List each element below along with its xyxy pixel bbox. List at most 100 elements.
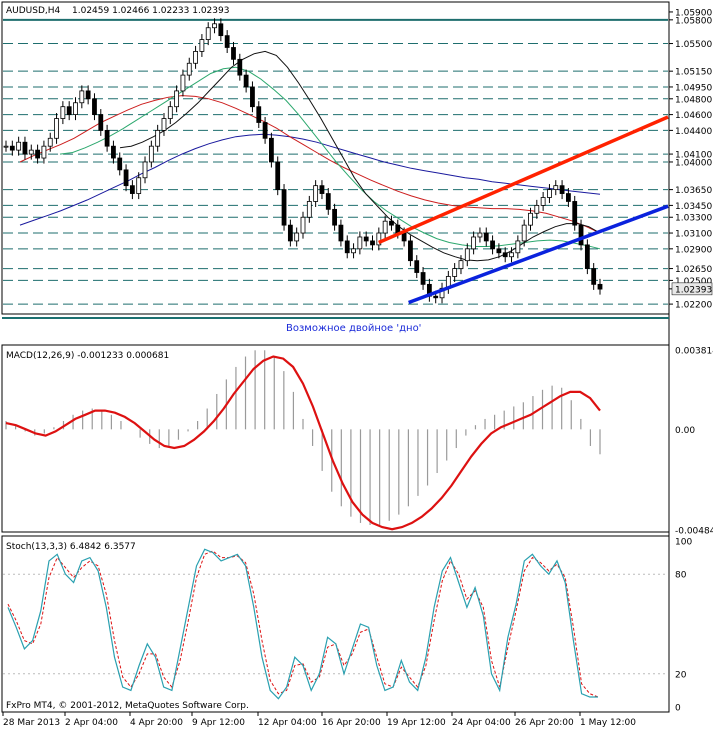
bar-body-35 bbox=[224, 35, 230, 48]
bar-body-43 bbox=[275, 161, 281, 191]
bar-body-2 bbox=[16, 141, 22, 151]
trendlines bbox=[378, 115, 669, 305]
bar-body-32 bbox=[205, 27, 211, 40]
bar-body-60 bbox=[382, 220, 388, 234]
bar-body-49 bbox=[313, 185, 319, 202]
price-label-13: 1.03100 bbox=[675, 230, 712, 240]
trendline-lower bbox=[408, 204, 669, 305]
bar-body-25 bbox=[161, 118, 167, 131]
bar-body-27 bbox=[174, 90, 180, 108]
bar-body-15 bbox=[98, 114, 104, 131]
bar-body-24 bbox=[155, 129, 161, 147]
ma-long-blue bbox=[19, 133, 601, 226]
price-label-12: 1.03300 bbox=[675, 214, 712, 224]
bar-body-66 bbox=[420, 272, 426, 285]
stoch-axis-label-2: 20 bbox=[675, 670, 687, 680]
bar-body-40 bbox=[256, 106, 262, 123]
bar-body-81 bbox=[515, 240, 521, 254]
macd-indicator: 0.003814 0.00 -0.00484 bbox=[5, 347, 713, 537]
stoch-panel-frame bbox=[1, 535, 670, 713]
trendline-upper bbox=[378, 115, 669, 245]
price-label-10: 1.03650 bbox=[675, 186, 712, 196]
bar-body-28 bbox=[180, 74, 186, 92]
price-label-2: 1.05500 bbox=[675, 40, 712, 50]
ohlc-header: 1.02459 1.02466 1.02233 1.02393 bbox=[72, 6, 229, 16]
bar-body-63 bbox=[401, 232, 407, 242]
bar-body-17 bbox=[111, 145, 116, 159]
macd-axis-label-1: 0.00 bbox=[675, 426, 695, 436]
bar-body-82 bbox=[521, 224, 527, 242]
time-label-0: 28 Mar 2013 bbox=[3, 718, 60, 728]
time-label-2: 4 Apr 20:00 bbox=[130, 718, 183, 728]
bar-body-45 bbox=[287, 224, 293, 242]
price-label-3: 1.05150 bbox=[675, 68, 712, 78]
bar-body-39 bbox=[250, 86, 255, 108]
price-label-17: 1.02393 bbox=[675, 285, 712, 295]
bar-body-65 bbox=[414, 260, 420, 273]
time-label-1: 2 Apr 04:00 bbox=[65, 718, 118, 728]
bar-body-90 bbox=[572, 201, 578, 226]
bar-body-29 bbox=[186, 62, 192, 76]
bar-body-80 bbox=[509, 252, 514, 258]
stoch-main-line bbox=[7, 548, 598, 700]
bar-body-86 bbox=[547, 189, 552, 198]
bar-body-59 bbox=[376, 232, 382, 246]
bar-body-53 bbox=[338, 224, 344, 242]
bar-body-71 bbox=[452, 268, 458, 277]
bar-body-75 bbox=[477, 232, 483, 238]
time-label-9: 1 May 12:00 bbox=[580, 718, 636, 728]
bar-body-33 bbox=[212, 23, 217, 29]
time-axis: 28 Mar 2013 2 Apr 04:00 4 Apr 20:00 9 Apr 1… bbox=[2, 712, 636, 728]
bar-body-11 bbox=[73, 102, 78, 115]
stochastic-indicator: 100 80 20 0 bbox=[3, 538, 692, 714]
bar-body-48 bbox=[306, 201, 312, 218]
bar-body-34 bbox=[218, 23, 224, 37]
bar-body-83 bbox=[528, 212, 533, 226]
time-label-7: 24 Apr 04:00 bbox=[452, 718, 511, 728]
bar-body-54 bbox=[344, 240, 350, 254]
price-label-9: 1.04000 bbox=[675, 158, 712, 168]
time-label-3: 9 Apr 12:00 bbox=[192, 718, 245, 728]
bar-body-4 bbox=[28, 149, 34, 155]
price-label-6: 1.04600 bbox=[675, 111, 712, 121]
price-label-4: 1.04950 bbox=[675, 83, 712, 93]
bar-body-55 bbox=[351, 248, 356, 254]
bar-body-12 bbox=[79, 90, 85, 104]
bar-body-22 bbox=[142, 161, 148, 179]
stoch-axis-label-1: 80 bbox=[675, 571, 687, 581]
bar-body-20 bbox=[129, 185, 135, 194]
bar-body-44 bbox=[281, 189, 287, 226]
bar-body-8 bbox=[54, 118, 59, 139]
bar-body-16 bbox=[104, 129, 110, 147]
bar-body-31 bbox=[199, 39, 205, 52]
bar-body-94 bbox=[597, 283, 603, 290]
current-price-box bbox=[671, 282, 713, 296]
double-bottom-annotation: Возможное двойное 'дно' bbox=[286, 323, 421, 334]
stoch-axis-label-0: 100 bbox=[675, 538, 692, 548]
bar-body-64 bbox=[408, 240, 413, 262]
time-label-8: 26 Apr 20:00 bbox=[515, 718, 574, 728]
bar-body-87 bbox=[553, 185, 559, 191]
price-label-5: 1.04800 bbox=[675, 95, 712, 105]
bar-body-5 bbox=[35, 149, 40, 159]
price-bars bbox=[3, 18, 603, 304]
macd-panel-frame bbox=[1, 344, 670, 533]
bar-body-46 bbox=[294, 232, 300, 242]
bar-body-79 bbox=[502, 252, 508, 258]
macd-axis-label-2: -0.00484 bbox=[675, 527, 713, 537]
bar-body-72 bbox=[458, 260, 464, 269]
bar-body-19 bbox=[123, 169, 129, 187]
time-label-6: 19 Apr 12:00 bbox=[387, 718, 446, 728]
bar-body-36 bbox=[231, 47, 236, 60]
bar-body-1 bbox=[9, 145, 15, 151]
bar-body-51 bbox=[325, 193, 331, 210]
price-label-8: 1.04100 bbox=[675, 151, 712, 161]
bar-body-56 bbox=[357, 236, 363, 250]
bar-body-21 bbox=[136, 177, 142, 194]
bar-body-52 bbox=[332, 208, 337, 226]
bar-body-78 bbox=[496, 248, 502, 254]
bar-body-85 bbox=[540, 197, 546, 206]
stoch-label: Stoch(13,3,3) 6.4842 6.3577 bbox=[6, 542, 136, 552]
